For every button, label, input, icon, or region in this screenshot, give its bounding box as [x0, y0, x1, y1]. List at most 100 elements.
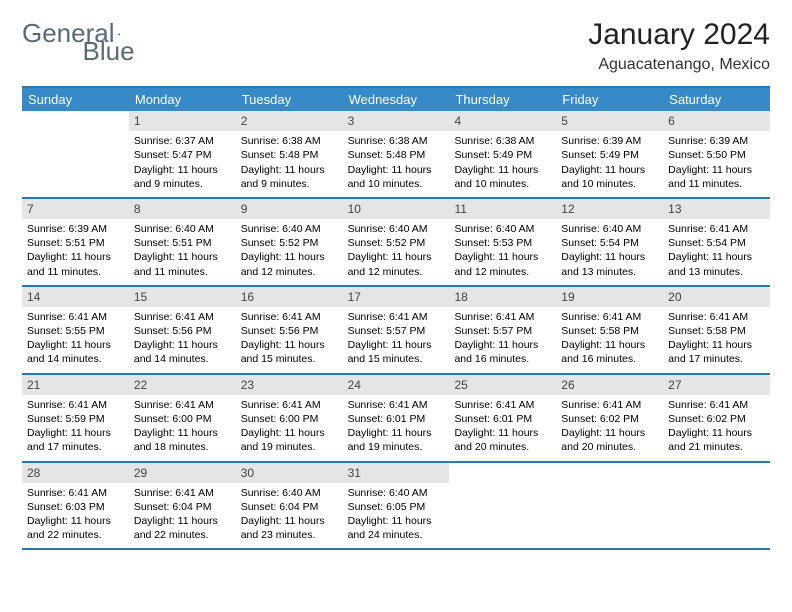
daylight1-line: Daylight: 11 hours [668, 338, 765, 352]
sunset-line: Sunset: 6:02 PM [561, 412, 658, 426]
sunset-line: Sunset: 6:01 PM [348, 412, 445, 426]
sunrise-line: Sunrise: 6:41 AM [27, 486, 124, 500]
day-body: Sunrise: 6:41 AMSunset: 5:58 PMDaylight:… [556, 307, 663, 373]
day-number: 25 [449, 375, 556, 395]
sunrise-line: Sunrise: 6:37 AM [134, 134, 231, 148]
sunrise-line: Sunrise: 6:41 AM [668, 222, 765, 236]
day-body: Sunrise: 6:37 AMSunset: 5:47 PMDaylight:… [129, 131, 236, 197]
week-row: 14Sunrise: 6:41 AMSunset: 5:55 PMDayligh… [22, 287, 770, 375]
day-body: Sunrise: 6:41 AMSunset: 6:00 PMDaylight:… [236, 395, 343, 461]
day-number: 1 [129, 111, 236, 131]
sunset-line: Sunset: 5:58 PM [668, 324, 765, 338]
calendar-page: General Blue January 2024 Aguacatenango,… [0, 0, 792, 568]
daylight2-line: and 12 minutes. [454, 265, 551, 279]
sunset-line: Sunset: 6:00 PM [134, 412, 231, 426]
week-row: 21Sunrise: 6:41 AMSunset: 5:59 PMDayligh… [22, 375, 770, 463]
day-body: Sunrise: 6:41 AMSunset: 5:59 PMDaylight:… [22, 395, 129, 461]
day-cell: 21Sunrise: 6:41 AMSunset: 5:59 PMDayligh… [22, 375, 129, 461]
daylight2-line: and 13 minutes. [561, 265, 658, 279]
day-body: Sunrise: 6:41 AMSunset: 6:01 PMDaylight:… [449, 395, 556, 461]
day-body: Sunrise: 6:41 AMSunset: 5:55 PMDaylight:… [22, 307, 129, 373]
day-cell: 26Sunrise: 6:41 AMSunset: 6:02 PMDayligh… [556, 375, 663, 461]
sunrise-line: Sunrise: 6:41 AM [134, 310, 231, 324]
day-number: 27 [663, 375, 770, 395]
day-number: 17 [343, 287, 450, 307]
day-number: 3 [343, 111, 450, 131]
sunset-line: Sunset: 6:05 PM [348, 500, 445, 514]
daylight2-line: and 22 minutes. [27, 528, 124, 542]
sunrise-line: Sunrise: 6:40 AM [241, 486, 338, 500]
day-body: Sunrise: 6:41 AMSunset: 5:54 PMDaylight:… [663, 219, 770, 285]
day-number: 5 [556, 111, 663, 131]
sunset-line: Sunset: 5:58 PM [561, 324, 658, 338]
week-row: 7Sunrise: 6:39 AMSunset: 5:51 PMDaylight… [22, 199, 770, 287]
sunset-line: Sunset: 5:57 PM [348, 324, 445, 338]
day-cell: 27Sunrise: 6:41 AMSunset: 6:02 PMDayligh… [663, 375, 770, 461]
daylight2-line: and 14 minutes. [27, 352, 124, 366]
daylight2-line: and 11 minutes. [668, 177, 765, 191]
sunset-line: Sunset: 5:50 PM [668, 148, 765, 162]
daylight2-line: and 15 minutes. [241, 352, 338, 366]
sunset-line: Sunset: 6:03 PM [27, 500, 124, 514]
daylight1-line: Daylight: 11 hours [348, 250, 445, 264]
sunrise-line: Sunrise: 6:40 AM [348, 222, 445, 236]
week-row: .1Sunrise: 6:37 AMSunset: 5:47 PMDayligh… [22, 111, 770, 199]
sunset-line: Sunset: 5:53 PM [454, 236, 551, 250]
day-body: Sunrise: 6:39 AMSunset: 5:49 PMDaylight:… [556, 131, 663, 197]
daylight1-line: Daylight: 11 hours [27, 338, 124, 352]
day-cell: . [556, 463, 663, 549]
day-body: Sunrise: 6:41 AMSunset: 6:02 PMDaylight:… [556, 395, 663, 461]
daylight1-line: Daylight: 11 hours [348, 338, 445, 352]
day-number: 31 [343, 463, 450, 483]
daylight2-line: and 10 minutes. [348, 177, 445, 191]
sunrise-line: Sunrise: 6:39 AM [27, 222, 124, 236]
daylight2-line: and 11 minutes. [134, 265, 231, 279]
day-cell: 25Sunrise: 6:41 AMSunset: 6:01 PMDayligh… [449, 375, 556, 461]
sunset-line: Sunset: 5:47 PM [134, 148, 231, 162]
day-cell: 6Sunrise: 6:39 AMSunset: 5:50 PMDaylight… [663, 111, 770, 197]
daylight1-line: Daylight: 11 hours [27, 250, 124, 264]
sunset-line: Sunset: 5:51 PM [27, 236, 124, 250]
sunset-line: Sunset: 6:02 PM [668, 412, 765, 426]
day-body: Sunrise: 6:38 AMSunset: 5:48 PMDaylight:… [343, 131, 450, 197]
day-body: Sunrise: 6:41 AMSunset: 5:56 PMDaylight:… [236, 307, 343, 373]
header-row: General Blue January 2024 Aguacatenango,… [22, 18, 770, 74]
sunrise-line: Sunrise: 6:41 AM [348, 398, 445, 412]
day-body: Sunrise: 6:40 AMSunset: 5:52 PMDaylight:… [343, 219, 450, 285]
sunset-line: Sunset: 5:55 PM [27, 324, 124, 338]
day-cell: 17Sunrise: 6:41 AMSunset: 5:57 PMDayligh… [343, 287, 450, 373]
day-cell: 28Sunrise: 6:41 AMSunset: 6:03 PMDayligh… [22, 463, 129, 549]
sunrise-line: Sunrise: 6:40 AM [454, 222, 551, 236]
daylight1-line: Daylight: 11 hours [241, 514, 338, 528]
sunset-line: Sunset: 5:59 PM [27, 412, 124, 426]
day-body: Sunrise: 6:41 AMSunset: 6:00 PMDaylight:… [129, 395, 236, 461]
day-number: 13 [663, 199, 770, 219]
sunrise-line: Sunrise: 6:38 AM [348, 134, 445, 148]
daylight2-line: and 9 minutes. [241, 177, 338, 191]
sunrise-line: Sunrise: 6:40 AM [134, 222, 231, 236]
daylight1-line: Daylight: 11 hours [27, 514, 124, 528]
day-cell: 19Sunrise: 6:41 AMSunset: 5:58 PMDayligh… [556, 287, 663, 373]
sunrise-line: Sunrise: 6:41 AM [241, 398, 338, 412]
day-cell: 3Sunrise: 6:38 AMSunset: 5:48 PMDaylight… [343, 111, 450, 197]
day-body: Sunrise: 6:40 AMSunset: 5:54 PMDaylight:… [556, 219, 663, 285]
daylight1-line: Daylight: 11 hours [134, 163, 231, 177]
sunrise-line: Sunrise: 6:41 AM [134, 398, 231, 412]
day-cell: 22Sunrise: 6:41 AMSunset: 6:00 PMDayligh… [129, 375, 236, 461]
sunset-line: Sunset: 5:49 PM [561, 148, 658, 162]
day-number: 30 [236, 463, 343, 483]
title-block: January 2024 Aguacatenango, Mexico [588, 18, 770, 74]
sunset-line: Sunset: 5:48 PM [241, 148, 338, 162]
day-number: 23 [236, 375, 343, 395]
daylight2-line: and 17 minutes. [27, 440, 124, 454]
daylight1-line: Daylight: 11 hours [454, 426, 551, 440]
day-number: 18 [449, 287, 556, 307]
weekday-wednesday: Wednesday [343, 88, 450, 111]
daylight1-line: Daylight: 11 hours [561, 426, 658, 440]
daylight1-line: Daylight: 11 hours [241, 250, 338, 264]
month-title: January 2024 [588, 18, 770, 52]
day-body: Sunrise: 6:41 AMSunset: 6:03 PMDaylight:… [22, 483, 129, 549]
location-label: Aguacatenango, Mexico [588, 56, 770, 74]
day-cell: . [663, 463, 770, 549]
sunset-line: Sunset: 5:48 PM [348, 148, 445, 162]
